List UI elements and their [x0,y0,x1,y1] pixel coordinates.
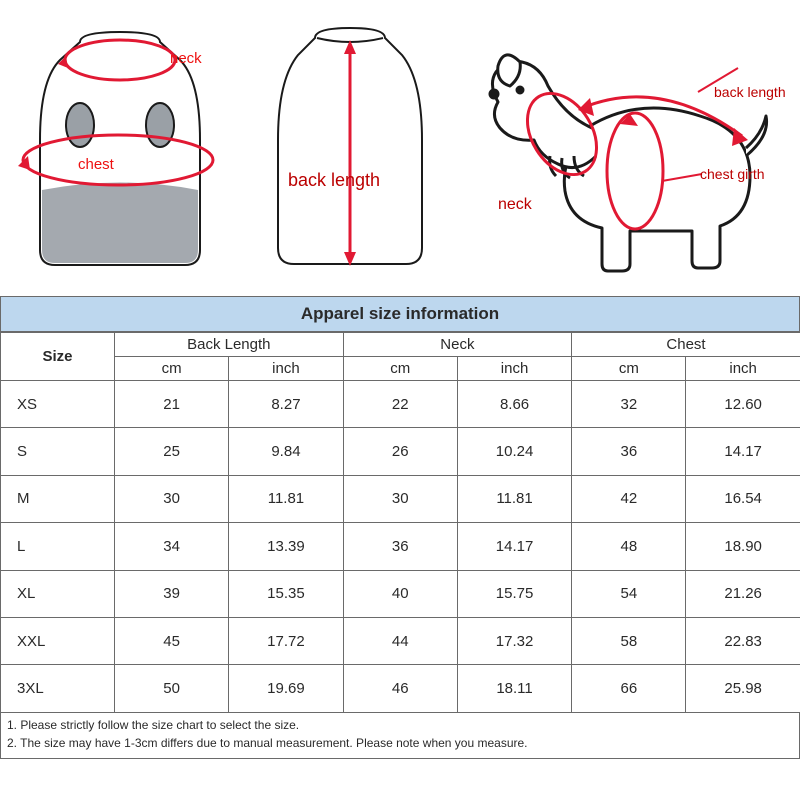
table-row: M3011.813011.814216.54 [1,475,800,522]
cell-neck-cm: 46 [343,665,457,712]
title-bar: Apparel size information [0,296,800,332]
header-unit-inch: inch [457,357,571,381]
table-row: XS218.27228.663212.60 [1,381,800,428]
table-row: 3XL5019.694618.116625.98 [1,665,800,712]
cell-neck-in: 8.66 [457,381,571,428]
cell-chest-cm: 48 [572,523,686,570]
header-chest: Chest [572,333,800,357]
cell-chest-cm: 42 [572,475,686,522]
cell-neck-in: 10.24 [457,428,571,475]
cell-chest-in: 16.54 [686,475,800,522]
note-line: 2. The size may have 1-3cm differs due t… [7,734,793,752]
cell-chest-cm: 54 [572,570,686,617]
cell-size: XXL [1,617,115,664]
cell-back-in: 19.69 [229,665,343,712]
cell-neck-cm: 36 [343,523,457,570]
measurement-diagrams: neck chest back length [0,0,800,296]
cell-chest-cm: 36 [572,428,686,475]
cell-back-cm: 45 [115,617,229,664]
header-size: Size [1,333,115,381]
size-table: Size Back Length Neck Chest cm inch cm i… [0,332,800,713]
cell-back-cm: 25 [115,428,229,475]
cell-size: 3XL [1,665,115,712]
cell-back-cm: 21 [115,381,229,428]
table-row: S259.842610.243614.17 [1,428,800,475]
header-unit-inch: inch [686,357,800,381]
cell-chest-in: 12.60 [686,381,800,428]
cell-chest-cm: 58 [572,617,686,664]
cell-size: L [1,523,115,570]
dog-chest-girth-label: chest girth [700,166,765,182]
cell-chest-in: 21.26 [686,570,800,617]
cell-neck-in: 11.81 [457,475,571,522]
cell-neck-in: 14.17 [457,523,571,570]
front-neck-label: neck [170,50,202,67]
cell-back-in: 9.84 [229,428,343,475]
cell-back-cm: 39 [115,570,229,617]
cell-neck-cm: 26 [343,428,457,475]
cell-size: M [1,475,115,522]
cell-back-in: 13.39 [229,523,343,570]
table-row: XXL4517.724417.325822.83 [1,617,800,664]
header-unit-cm: cm [343,357,457,381]
cell-neck-cm: 40 [343,570,457,617]
table-row: L3413.393614.174818.90 [1,523,800,570]
header-unit-cm: cm [115,357,229,381]
header-unit-cm: cm [572,357,686,381]
cell-back-cm: 30 [115,475,229,522]
cell-neck-in: 17.32 [457,617,571,664]
cell-neck-cm: 44 [343,617,457,664]
cell-back-cm: 34 [115,523,229,570]
cell-back-in: 15.35 [229,570,343,617]
cell-size: XL [1,570,115,617]
cell-chest-in: 25.98 [686,665,800,712]
cell-back-in: 11.81 [229,475,343,522]
garment-back-diagram [260,20,440,280]
cell-size: XS [1,381,115,428]
cell-chest-cm: 66 [572,665,686,712]
header-back-length: Back Length [115,333,344,357]
header-neck: Neck [343,333,572,357]
back-length-label: back length [288,170,380,191]
header-unit-inch: inch [229,357,343,381]
cell-size: S [1,428,115,475]
cell-neck-cm: 30 [343,475,457,522]
cell-chest-cm: 32 [572,381,686,428]
cell-neck-in: 15.75 [457,570,571,617]
cell-chest-in: 14.17 [686,428,800,475]
notes: 1. Please strictly follow the size chart… [0,713,800,759]
dog-back-length-label: back length [714,84,794,100]
cell-neck-cm: 22 [343,381,457,428]
dog-diagram [470,6,790,296]
front-chest-label: chest [78,156,114,173]
title-text: Apparel size information [301,304,499,324]
note-line: 1. Please strictly follow the size chart… [7,716,793,734]
cell-neck-in: 18.11 [457,665,571,712]
cell-back-cm: 50 [115,665,229,712]
cell-chest-in: 18.90 [686,523,800,570]
cell-back-in: 8.27 [229,381,343,428]
dog-neck-label: neck [498,196,532,214]
cell-back-in: 17.72 [229,617,343,664]
table-row: XL3915.354015.755421.26 [1,570,800,617]
cell-chest-in: 22.83 [686,617,800,664]
